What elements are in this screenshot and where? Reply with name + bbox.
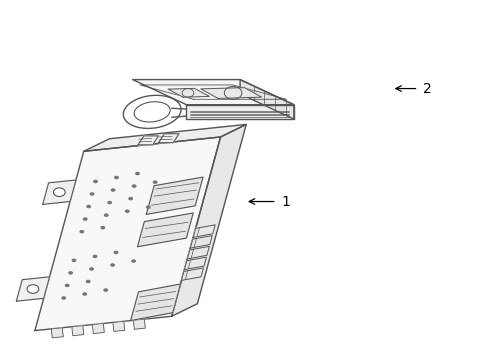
Polygon shape (193, 225, 215, 237)
Circle shape (61, 296, 66, 300)
Polygon shape (133, 319, 146, 329)
Circle shape (65, 284, 70, 287)
Circle shape (93, 180, 98, 183)
Circle shape (110, 263, 115, 267)
Circle shape (103, 288, 108, 292)
Polygon shape (187, 246, 209, 259)
Polygon shape (186, 105, 294, 119)
Polygon shape (43, 180, 76, 204)
Circle shape (83, 217, 88, 221)
Circle shape (27, 285, 39, 293)
Polygon shape (51, 328, 63, 338)
Circle shape (93, 255, 98, 258)
Polygon shape (113, 321, 125, 332)
Polygon shape (201, 87, 262, 98)
Polygon shape (138, 213, 193, 247)
Polygon shape (190, 235, 212, 248)
Polygon shape (184, 257, 206, 270)
Circle shape (114, 176, 119, 179)
Circle shape (146, 206, 151, 209)
Text: 2: 2 (423, 82, 432, 95)
Circle shape (72, 258, 76, 262)
Ellipse shape (134, 102, 170, 122)
Circle shape (135, 172, 140, 175)
Polygon shape (131, 284, 180, 320)
Polygon shape (138, 136, 159, 145)
Polygon shape (240, 80, 294, 119)
Circle shape (68, 271, 73, 275)
Polygon shape (159, 134, 179, 143)
Circle shape (153, 180, 158, 184)
Circle shape (53, 188, 65, 197)
Circle shape (128, 197, 133, 201)
Polygon shape (147, 177, 203, 215)
Circle shape (79, 230, 84, 233)
Polygon shape (84, 125, 246, 151)
Polygon shape (181, 268, 203, 280)
Circle shape (132, 184, 137, 188)
Circle shape (125, 210, 130, 213)
Circle shape (90, 192, 95, 196)
Polygon shape (168, 88, 210, 97)
Polygon shape (92, 323, 104, 334)
Circle shape (131, 259, 136, 263)
Polygon shape (35, 137, 220, 330)
Circle shape (114, 251, 119, 254)
Circle shape (100, 226, 105, 229)
Circle shape (104, 213, 109, 217)
Circle shape (111, 188, 116, 192)
Circle shape (89, 267, 94, 271)
Circle shape (107, 201, 112, 204)
Circle shape (82, 292, 87, 296)
Circle shape (86, 205, 91, 208)
Ellipse shape (123, 95, 181, 129)
Text: 1: 1 (282, 194, 291, 208)
Polygon shape (133, 80, 294, 105)
Polygon shape (172, 125, 246, 316)
Polygon shape (16, 277, 49, 301)
Polygon shape (72, 325, 84, 336)
Circle shape (86, 280, 91, 283)
